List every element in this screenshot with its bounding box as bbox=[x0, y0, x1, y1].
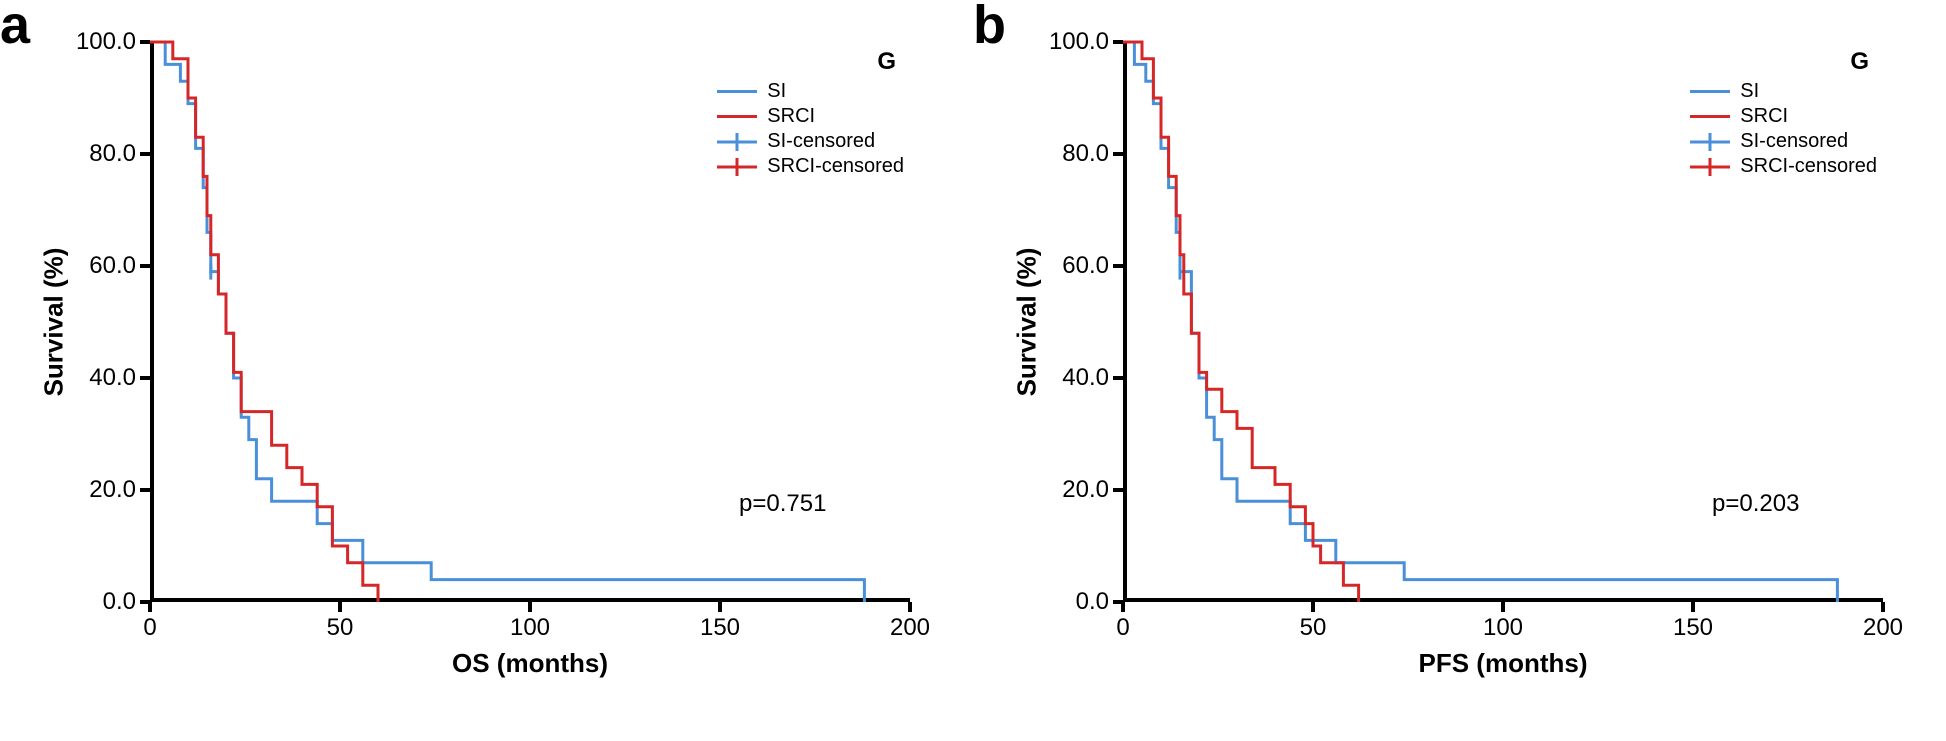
panel-a-label: a bbox=[0, 0, 30, 56]
legend-swatch bbox=[1690, 158, 1730, 176]
xtick-label: 100 bbox=[510, 602, 550, 642]
legend-item: SRCI-censored bbox=[1690, 155, 1877, 178]
legend-item: SRCI bbox=[1690, 105, 1877, 128]
ytick-label: 40.0 bbox=[89, 364, 150, 392]
legend-swatch bbox=[717, 115, 757, 118]
legend-label: SRCI bbox=[767, 105, 815, 128]
legend-label: SRCI-censored bbox=[767, 155, 904, 178]
panel-a-pvalue: p=0.751 bbox=[739, 490, 826, 518]
ytick-label: 60.0 bbox=[89, 252, 150, 280]
panel-a-legend: G SI SRCI SI-censored bbox=[717, 48, 904, 180]
xtick-label: 0 bbox=[143, 602, 156, 642]
panel-b-xlabel: PFS (months) bbox=[1419, 648, 1588, 679]
legend-title: G bbox=[1690, 48, 1877, 76]
xtick-label: 0 bbox=[1116, 602, 1129, 642]
ytick-label: 20.0 bbox=[89, 476, 150, 504]
legend-swatch bbox=[1690, 115, 1730, 118]
xtick-label: 150 bbox=[700, 602, 740, 642]
ytick-label: 100.0 bbox=[1049, 28, 1123, 56]
legend-item: SI-censored bbox=[1690, 130, 1877, 153]
panel-b: b 0.0 20.0 40.0 60.0 80.0 100.0 0 50 100… bbox=[973, 0, 1946, 741]
panel-a: a 0.0 20.0 40.0 60.0 80.0 100.0 0 50 100… bbox=[0, 0, 973, 741]
panel-b-ylabel: Survival (%) bbox=[1012, 248, 1043, 397]
legend-label: SI bbox=[767, 80, 786, 103]
legend-title: G bbox=[717, 48, 904, 76]
series-srci bbox=[1123, 42, 1359, 602]
legend-swatch bbox=[1690, 133, 1730, 151]
xtick-label: 200 bbox=[1863, 602, 1903, 642]
figure: a 0.0 20.0 40.0 60.0 80.0 100.0 0 50 100… bbox=[0, 0, 1946, 741]
xtick-label: 50 bbox=[327, 602, 354, 642]
ytick-label: 20.0 bbox=[1062, 476, 1123, 504]
legend-label: SI-censored bbox=[767, 130, 875, 153]
legend-swatch bbox=[717, 133, 757, 151]
ytick-label: 60.0 bbox=[1062, 252, 1123, 280]
legend-item: SRCI bbox=[717, 105, 904, 128]
legend-swatch bbox=[1690, 90, 1730, 93]
xtick-label: 150 bbox=[1673, 602, 1713, 642]
legend-label: SI-censored bbox=[1740, 130, 1848, 153]
legend-item: SRCI-censored bbox=[717, 155, 904, 178]
xtick-label: 200 bbox=[890, 602, 930, 642]
xtick-label: 100 bbox=[1483, 602, 1523, 642]
panel-a-plot: 0.0 20.0 40.0 60.0 80.0 100.0 0 50 100 1… bbox=[150, 42, 910, 602]
legend-label: SI bbox=[1740, 80, 1759, 103]
panel-b-pvalue: p=0.203 bbox=[1712, 490, 1799, 518]
panel-a-ylabel: Survival (%) bbox=[39, 248, 70, 397]
panel-a-xlabel: OS (months) bbox=[452, 648, 608, 679]
legend-item: SI bbox=[1690, 80, 1877, 103]
panel-b-legend: G SI SRCI SI-censored bbox=[1690, 48, 1877, 180]
xtick-label: 50 bbox=[1300, 602, 1327, 642]
ytick-label: 100.0 bbox=[76, 28, 150, 56]
legend-item: SI bbox=[717, 80, 904, 103]
legend-swatch bbox=[717, 158, 757, 176]
legend-label: SRCI-censored bbox=[1740, 155, 1877, 178]
series-srci bbox=[150, 42, 378, 602]
legend-label: SRCI bbox=[1740, 105, 1788, 128]
legend-item: SI-censored bbox=[717, 130, 904, 153]
ytick-label: 80.0 bbox=[89, 140, 150, 168]
panel-b-plot: 0.0 20.0 40.0 60.0 80.0 100.0 0 50 100 1… bbox=[1123, 42, 1883, 602]
legend-swatch bbox=[717, 90, 757, 93]
ytick-label: 40.0 bbox=[1062, 364, 1123, 392]
panel-b-label: b bbox=[973, 0, 1006, 56]
ytick-label: 80.0 bbox=[1062, 140, 1123, 168]
